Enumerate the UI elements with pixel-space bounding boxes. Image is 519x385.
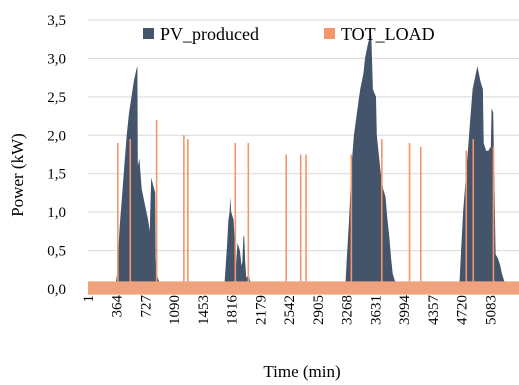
pv-area-segment [224,196,263,289]
x-tick-label: 2542 [282,295,298,325]
x-tick-label: 364 [110,295,126,318]
y-tick-label: 1,0 [47,205,66,221]
pv-area-segment [345,35,399,290]
y-tick-label: 0,5 [47,244,66,260]
x-tick-label: 3268 [340,295,356,325]
gridlines [88,19,519,290]
pv-area-segment [459,66,507,289]
y-tick-label: 2,5 [47,90,66,106]
x-tick-label: 1816 [225,295,241,326]
y-axis-ticks: 0,0 0,5 1,0 1,5 2,0 2,5 3,0 3,5 [47,13,66,298]
x-tick-label: 1453 [196,295,212,325]
x-axis-ticks: 1 364 727 1090 1453 1816 2179 2542 2905 3268 3631 3… [81,295,499,326]
legend-label-load: TOT_LOAD [341,24,435,44]
legend-label-pv: PV_produced [160,24,259,44]
pv-series-layer [114,35,507,290]
baseline-load-band [88,281,519,295]
x-tick-label: 5083 [483,295,499,325]
y-tick-label: 2,0 [47,128,66,144]
legend-swatch-load [324,28,335,39]
y-tick-label: 0,0 [47,282,66,298]
y-tick-label: 1,5 [47,167,66,183]
x-tick-label: 1 [81,295,97,303]
legend-swatch-pv [143,28,154,39]
x-axis-title: Time (min) [263,362,340,381]
load-series-layer [117,119,495,289]
x-tick-label: 727 [138,295,154,318]
y-axis-title: Power (kW) [8,133,27,217]
y-tick-label: 3,0 [47,51,66,67]
x-tick-label: 4357 [426,295,442,326]
x-tick-label: 1090 [167,295,183,325]
x-tick-label: 3994 [397,295,413,326]
pv-area-segment [114,66,168,289]
x-tick-label: 2905 [311,295,327,325]
legend: PV_produced TOT_LOAD [143,24,435,44]
x-tick-label: 3631 [368,295,384,325]
x-tick-label: 2179 [253,295,269,325]
baseline-layer [88,281,519,295]
y-tick-label: 3,5 [47,13,66,29]
x-tick-label: 4720 [455,295,471,325]
